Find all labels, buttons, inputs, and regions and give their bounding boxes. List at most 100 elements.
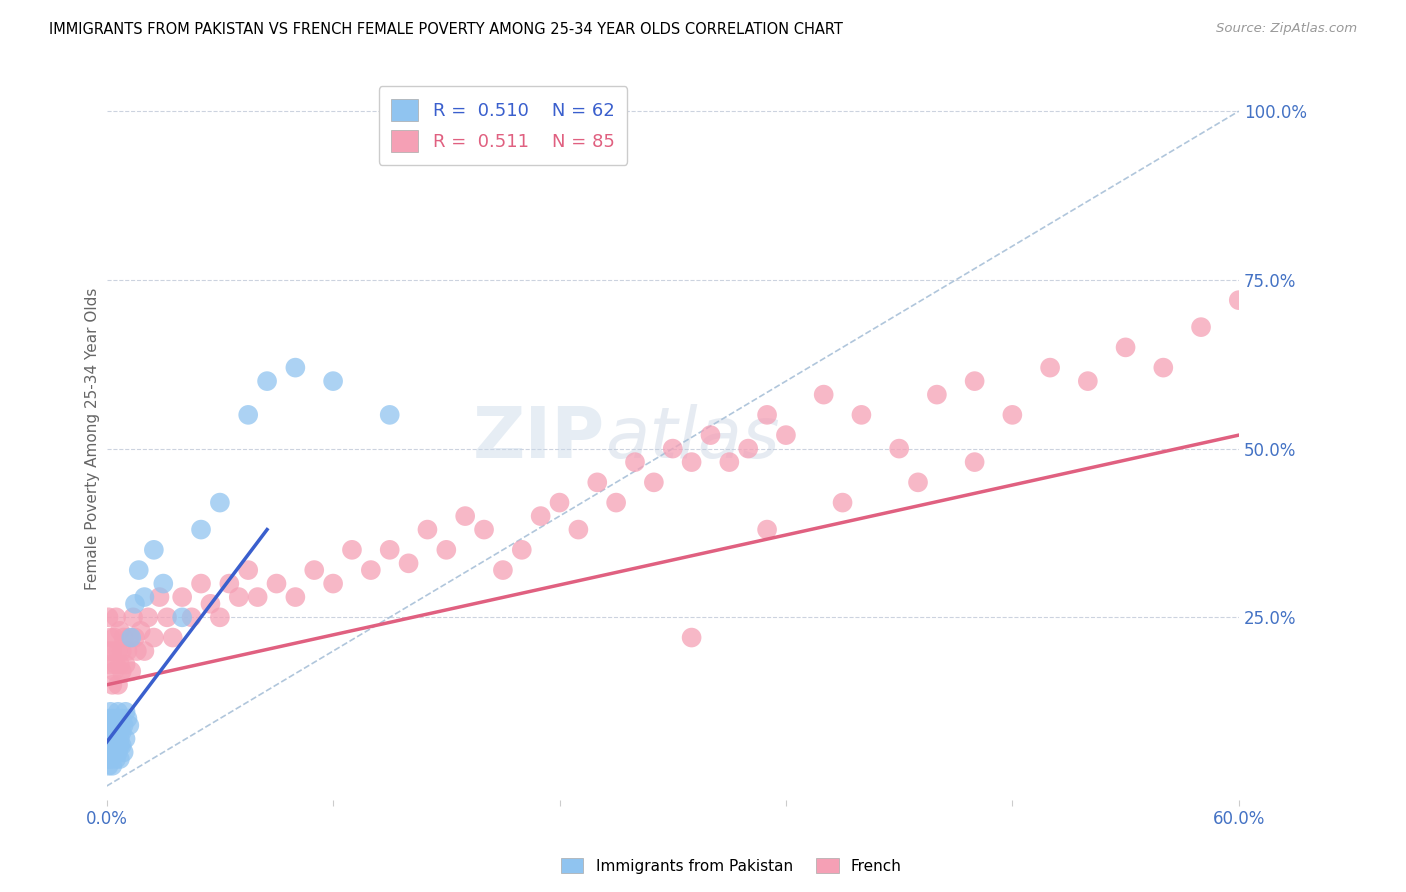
Point xyxy=(100,752,122,766)
Point xyxy=(605,495,627,509)
Point xyxy=(208,495,231,509)
Point xyxy=(681,455,703,469)
Point xyxy=(925,387,948,401)
Point xyxy=(907,475,929,490)
Point xyxy=(124,631,146,645)
Point xyxy=(172,590,194,604)
Point xyxy=(105,657,128,672)
Point xyxy=(699,428,721,442)
Point xyxy=(360,563,382,577)
Point xyxy=(112,745,135,759)
Point xyxy=(105,752,128,766)
Point xyxy=(661,442,683,456)
Point xyxy=(180,610,202,624)
Point xyxy=(101,678,124,692)
Point xyxy=(107,705,129,719)
Point xyxy=(120,665,142,679)
Point xyxy=(284,360,307,375)
Point xyxy=(246,590,269,604)
Point xyxy=(97,712,120,726)
Point xyxy=(100,745,122,759)
Point xyxy=(97,752,120,766)
Text: ZIP: ZIP xyxy=(472,404,605,473)
Point xyxy=(107,644,129,658)
Point xyxy=(107,678,129,692)
Point xyxy=(103,739,125,753)
Point xyxy=(100,705,122,719)
Point xyxy=(510,542,533,557)
Point xyxy=(97,610,120,624)
Point xyxy=(112,631,135,645)
Point xyxy=(97,644,120,658)
Point xyxy=(120,631,142,645)
Point xyxy=(103,665,125,679)
Point xyxy=(100,718,122,732)
Point xyxy=(111,665,134,679)
Point xyxy=(101,745,124,759)
Point xyxy=(112,718,135,732)
Point xyxy=(378,542,401,557)
Point xyxy=(105,725,128,739)
Point xyxy=(378,408,401,422)
Point xyxy=(122,610,145,624)
Point xyxy=(97,739,120,753)
Point xyxy=(114,657,136,672)
Point xyxy=(101,725,124,739)
Point xyxy=(200,597,222,611)
Point xyxy=(114,705,136,719)
Point xyxy=(156,610,179,624)
Point xyxy=(134,644,156,658)
Point xyxy=(108,739,131,753)
Point xyxy=(103,745,125,759)
Point xyxy=(101,731,124,746)
Point xyxy=(117,712,139,726)
Point xyxy=(100,657,122,672)
Point xyxy=(100,725,122,739)
Legend: Immigrants from Pakistan, French: Immigrants from Pakistan, French xyxy=(554,852,908,880)
Point xyxy=(97,725,120,739)
Point xyxy=(1115,340,1137,354)
Point xyxy=(228,590,250,604)
Point xyxy=(101,758,124,772)
Point xyxy=(831,495,853,509)
Point xyxy=(756,408,779,422)
Point xyxy=(1077,374,1099,388)
Point xyxy=(148,590,170,604)
Point xyxy=(416,523,439,537)
Point xyxy=(96,745,118,759)
Point xyxy=(963,374,986,388)
Point xyxy=(100,739,122,753)
Point xyxy=(103,718,125,732)
Point xyxy=(101,644,124,658)
Point xyxy=(117,644,139,658)
Point xyxy=(492,563,515,577)
Point xyxy=(963,455,986,469)
Point xyxy=(190,523,212,537)
Point xyxy=(118,631,141,645)
Point xyxy=(238,563,260,577)
Point xyxy=(624,455,647,469)
Point xyxy=(340,542,363,557)
Point xyxy=(398,557,420,571)
Point xyxy=(1227,293,1250,307)
Point xyxy=(108,752,131,766)
Point xyxy=(208,610,231,624)
Point xyxy=(172,610,194,624)
Point xyxy=(134,590,156,604)
Point xyxy=(851,408,873,422)
Point xyxy=(152,576,174,591)
Point xyxy=(129,624,152,638)
Point xyxy=(111,644,134,658)
Point xyxy=(567,523,589,537)
Point xyxy=(718,455,741,469)
Point xyxy=(1152,360,1174,375)
Legend: R =  0.510    N = 62, R =  0.511    N = 85: R = 0.510 N = 62, R = 0.511 N = 85 xyxy=(378,87,627,165)
Point xyxy=(124,597,146,611)
Point xyxy=(756,523,779,537)
Point xyxy=(256,374,278,388)
Point xyxy=(108,718,131,732)
Point xyxy=(105,610,128,624)
Point xyxy=(586,475,609,490)
Point xyxy=(100,631,122,645)
Point xyxy=(108,657,131,672)
